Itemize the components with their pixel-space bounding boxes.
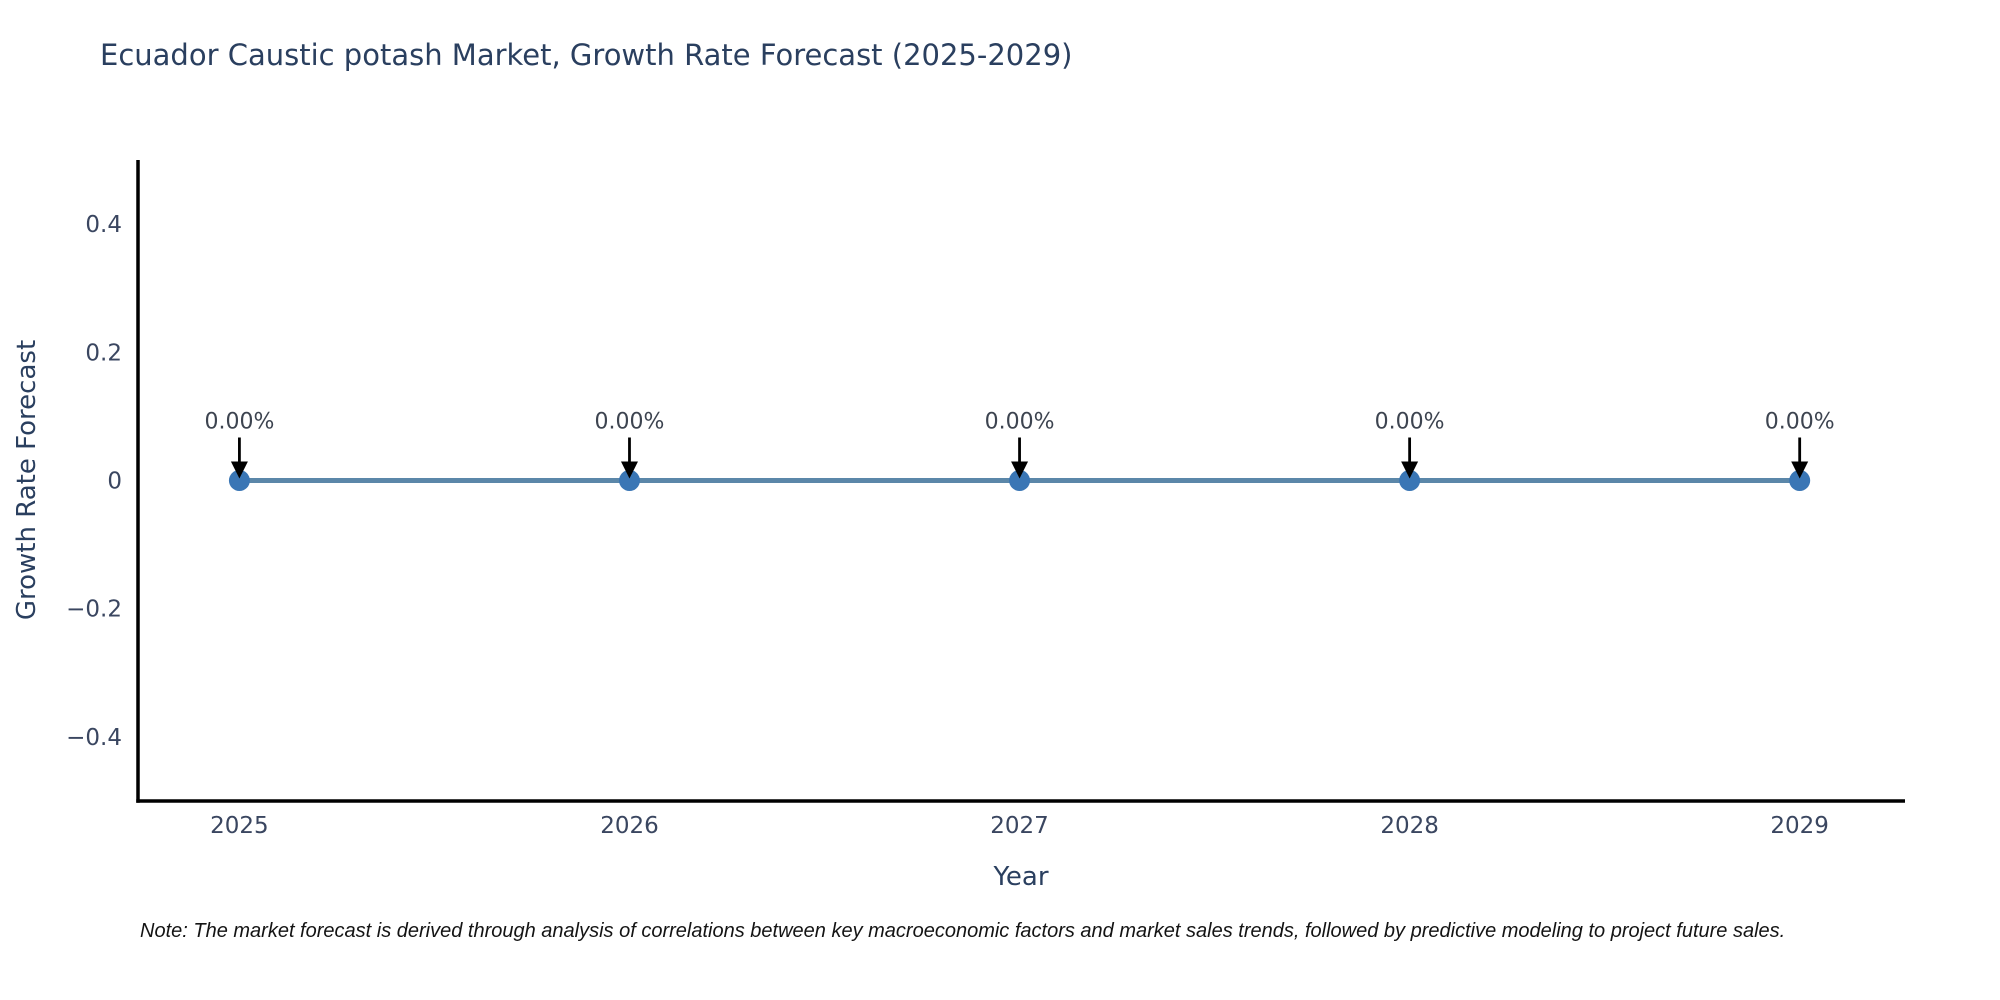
point-value-label: 0.00% <box>1765 410 1835 435</box>
data-point-marker <box>1399 470 1421 491</box>
data-point-marker <box>1009 470 1031 491</box>
annotation-arrow-head <box>230 461 248 479</box>
y-tick-label: 0 <box>107 469 122 495</box>
annotation-arrow-head <box>1011 461 1029 479</box>
y-tick-label: 0.2 <box>85 340 122 366</box>
point-value-label: 0.00% <box>1375 410 1445 435</box>
x-tick-label: 2025 <box>210 813 269 839</box>
y-tick-label: 0.4 <box>85 212 122 238</box>
y-tick-label: −0.4 <box>66 725 122 751</box>
point-value-label: 0.00% <box>595 410 665 435</box>
annotation-arrow-head <box>1401 461 1419 479</box>
point-value-label: 0.00% <box>985 410 1055 435</box>
data-point-marker <box>1789 470 1811 491</box>
x-tick-label: 2029 <box>1770 813 1829 839</box>
y-tick-label: −0.2 <box>66 597 122 623</box>
data-point-marker <box>618 470 640 491</box>
x-tick-label: 2027 <box>990 813 1049 839</box>
annotation-arrow-head <box>1791 461 1809 479</box>
x-tick-label: 2026 <box>600 813 659 839</box>
data-point-marker <box>228 470 250 491</box>
footnote: Note: The market forecast is derived thr… <box>140 920 1786 942</box>
point-value-label: 0.00% <box>204 410 274 435</box>
x-axis-title: Year <box>993 862 1049 892</box>
x-tick-label: 2028 <box>1380 813 1439 839</box>
chart-title: Ecuador Caustic potash Market, Growth Ra… <box>100 38 1073 72</box>
annotation-arrow-head <box>620 461 638 479</box>
